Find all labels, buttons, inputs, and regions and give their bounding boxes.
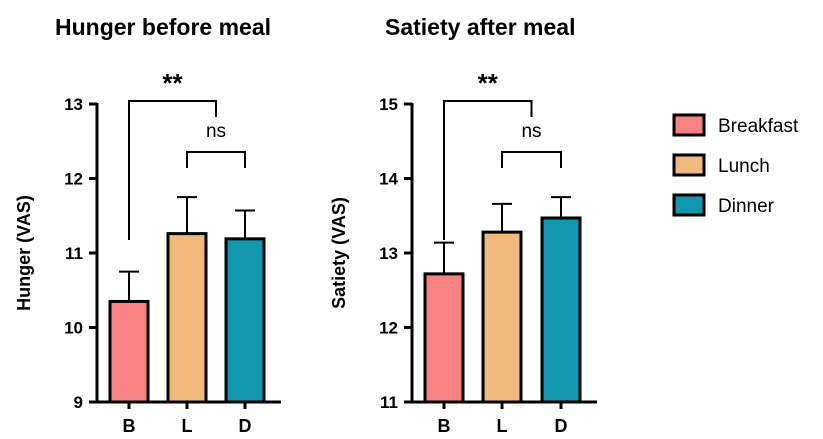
legend-swatch-dinner — [672, 193, 706, 217]
bar-l — [481, 230, 523, 404]
x-tick-label: D — [239, 416, 252, 436]
significance-label: ** — [478, 68, 499, 98]
significance-label: ns — [206, 121, 226, 142]
y-tick-label: 11 — [65, 244, 83, 263]
x-tick-label: L — [182, 416, 193, 436]
bar-l — [166, 232, 208, 404]
legend-swatch-breakfast — [672, 113, 706, 137]
x-tick-label: B — [438, 416, 451, 436]
y-tick-label: 14 — [379, 170, 398, 189]
panel-hunger: 9 10 11 12 13 Hunger (VAS) B L D ** ns — [14, 68, 281, 436]
bar-d — [540, 216, 582, 404]
y-tick-label: 12 — [379, 319, 398, 338]
chart-title-hunger: Hunger before meal — [55, 14, 271, 40]
significance-label: ** — [162, 68, 183, 98]
legend-swatch-lunch — [672, 153, 706, 177]
y-tick-label: 13 — [64, 95, 83, 114]
bar-b — [423, 272, 465, 404]
significance-bracket-b — [443, 100, 533, 240]
legend-label-breakfast: Breakfast — [718, 116, 799, 137]
bar-d — [224, 237, 266, 404]
x-tick-label: B — [123, 416, 136, 436]
y-tick-label: 12 — [64, 170, 83, 189]
significance-bracket-b — [128, 100, 217, 240]
x-tick-label: L — [497, 416, 508, 436]
bar-b — [108, 299, 150, 404]
y-tick-label: 10 — [64, 319, 83, 338]
y-tick-label: 11 — [380, 393, 398, 412]
x-tick-label: D — [555, 416, 568, 436]
legend-label-lunch: Lunch — [718, 156, 770, 177]
significance-label: ns — [521, 121, 541, 142]
legend: Breakfast Lunch Dinner — [672, 113, 799, 217]
y-axis-title: Hunger (VAS) — [14, 195, 34, 311]
y-tick-label: 15 — [379, 95, 398, 114]
y-axis-title: Satiety (VAS) — [329, 197, 349, 309]
significance-bracket-ld — [501, 151, 562, 168]
y-tick-label: 13 — [379, 244, 398, 263]
panel-satiety: 11 12 13 14 15 Satiety (VAS) B L D ** ns — [329, 68, 597, 436]
chart-title-satiety: Satiety after meal — [385, 14, 576, 40]
legend-label-dinner: Dinner — [718, 196, 775, 217]
significance-bracket-ld — [186, 151, 246, 168]
y-tick-label: 9 — [74, 393, 83, 412]
